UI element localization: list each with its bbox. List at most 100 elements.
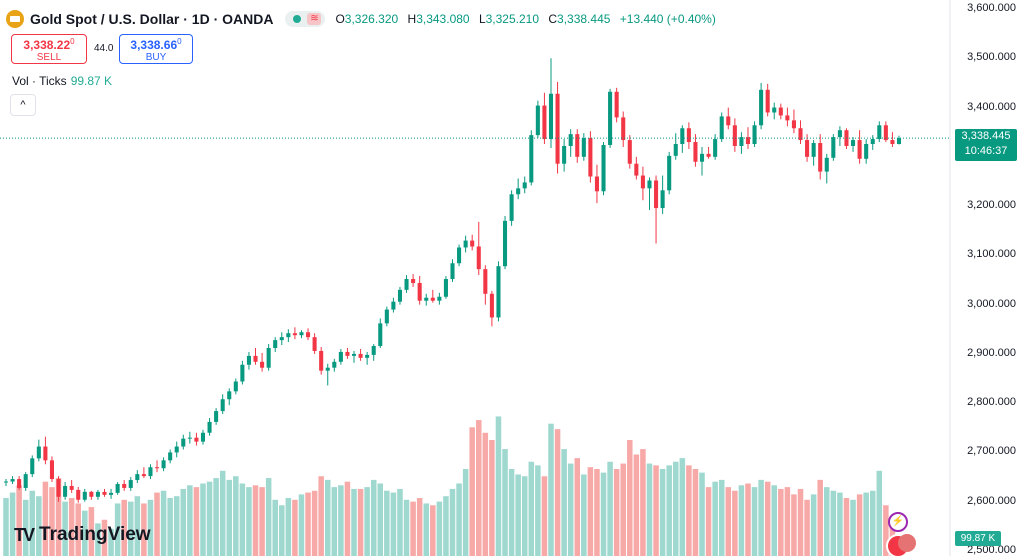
volume-bar	[771, 485, 777, 556]
candle	[811, 140, 816, 166]
candle	[148, 464, 153, 480]
candle-body	[588, 138, 593, 177]
candle-body	[568, 134, 573, 146]
volume-bar	[883, 505, 889, 556]
candle	[732, 118, 737, 152]
volume-bar	[567, 463, 574, 556]
volume-bar	[311, 490, 318, 556]
candle	[463, 235, 468, 253]
candle	[154, 460, 160, 473]
candle	[424, 293, 429, 306]
volume-bar	[548, 423, 554, 556]
candle-body	[851, 140, 856, 146]
candle	[896, 135, 902, 145]
volume-bar	[738, 485, 745, 556]
status-chip[interactable]: ≋	[285, 11, 326, 27]
candle-body	[325, 367, 330, 371]
volume-bar	[574, 458, 581, 556]
chevron-up-icon[interactable]: ^	[10, 94, 36, 116]
candle	[89, 490, 94, 500]
candle	[457, 244, 462, 267]
candle	[851, 137, 856, 152]
candle	[759, 82, 764, 130]
candle-body	[811, 143, 816, 157]
volume-bar	[699, 472, 705, 556]
volume-bar	[627, 440, 633, 556]
volume-bar	[3, 498, 9, 556]
candle-body	[686, 128, 691, 143]
candle-body	[726, 116, 731, 126]
volume-bar	[49, 487, 55, 556]
candle	[706, 146, 711, 159]
candle	[141, 467, 146, 479]
candle-body	[594, 176, 599, 192]
tradingview-logo[interactable]: TV TradingView	[14, 524, 151, 546]
candle-body	[601, 144, 606, 192]
sell-label: SELL	[36, 52, 62, 63]
lightning-icon[interactable]: ⚡	[888, 512, 908, 532]
candle	[56, 476, 61, 502]
candle	[49, 456, 54, 483]
candle-body	[273, 340, 278, 348]
buy-price: 3,338.660	[130, 37, 182, 52]
candle	[588, 131, 593, 183]
open-label: O	[335, 12, 345, 26]
price-tick-label: 2,700.000	[967, 445, 1016, 458]
candle-body	[614, 91, 619, 118]
candle	[509, 190, 514, 226]
us-flag-icon-2[interactable]	[898, 534, 916, 552]
candle-body	[864, 144, 869, 159]
candle	[890, 132, 895, 147]
candle	[522, 176, 527, 194]
volume-bar	[528, 461, 535, 556]
candle-body	[43, 446, 48, 461]
candle-body	[562, 145, 567, 164]
candle	[581, 133, 586, 161]
candle	[286, 329, 291, 343]
candle-body	[654, 180, 659, 209]
volume-bar	[9, 492, 16, 556]
volume-bar	[587, 467, 594, 556]
volume-bar	[876, 470, 883, 556]
volume-legend[interactable]: Vol · Ticks 99.87 K	[12, 74, 112, 88]
volume-bar	[305, 492, 311, 556]
candle	[640, 166, 645, 201]
volume-bar	[95, 523, 101, 556]
candle-body	[30, 458, 35, 475]
candle	[174, 441, 179, 458]
candle-body	[306, 332, 311, 338]
candle-body	[253, 355, 258, 362]
volume-bar	[88, 507, 95, 556]
candle-body	[397, 289, 403, 302]
price-tick-label: 3,200.000	[967, 199, 1016, 212]
volume-bar	[843, 498, 850, 556]
candle	[233, 378, 238, 395]
symbol-title[interactable]: Gold Spot / U.S. Dollar · 1D · OANDA	[30, 11, 274, 27]
candle	[864, 139, 869, 164]
volume-label: Vol · Ticks	[12, 74, 67, 88]
candle-body	[647, 180, 652, 189]
buy-button[interactable]: 3,338.660 BUY	[119, 34, 193, 64]
sell-button[interactable]: 3,338.220 SELL	[11, 34, 87, 64]
candle	[772, 102, 777, 120]
candle-body	[299, 332, 304, 336]
candle-body	[220, 399, 225, 412]
candle-body	[358, 353, 363, 358]
candle-body	[95, 491, 100, 497]
candle	[266, 344, 271, 371]
volume-bar	[462, 469, 469, 556]
candle-body	[378, 323, 383, 347]
candle	[614, 87, 619, 123]
candle	[798, 120, 803, 145]
candle	[831, 134, 836, 161]
volume-bar	[233, 476, 239, 556]
candle-body	[76, 489, 81, 500]
volume-bar	[397, 488, 403, 556]
volume-bar	[613, 469, 620, 556]
candle	[279, 332, 284, 346]
volume-bar	[180, 488, 187, 556]
volume-bar	[265, 478, 272, 556]
candle-body	[818, 143, 823, 172]
candle	[496, 261, 501, 322]
